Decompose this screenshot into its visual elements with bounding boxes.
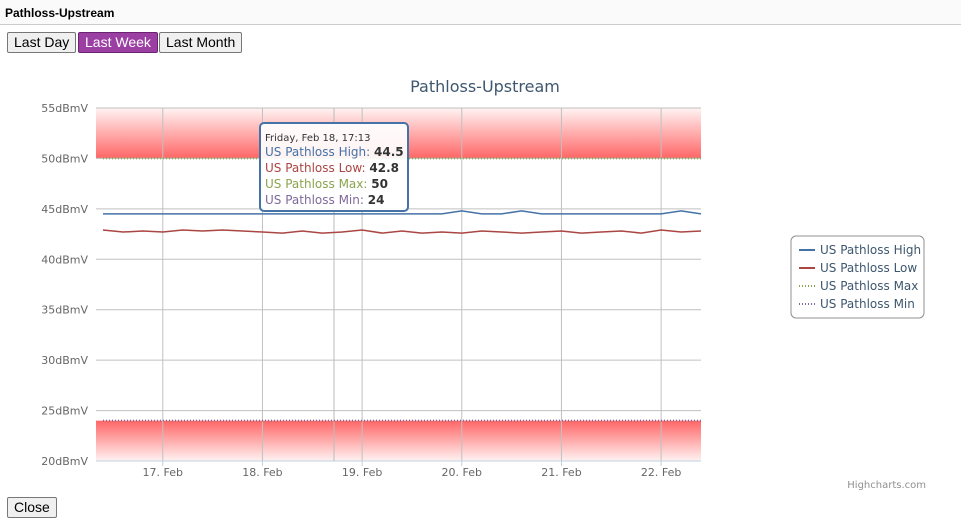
legend-label: US Pathloss High <box>820 243 921 257</box>
tooltip-date: Friday, Feb 18, 17:13 <box>265 133 370 144</box>
y-tick-label: 50dBmV <box>41 152 88 165</box>
x-tick-label: 19. Feb <box>342 466 382 479</box>
legend-box <box>790 235 925 319</box>
y-tick-label: 20dBmV <box>41 455 88 468</box>
chart-title: Pathloss-Upstream <box>410 77 560 96</box>
legend: US Pathloss High US Pathloss Low US Pathlo… <box>790 235 925 319</box>
plot-band <box>96 420 701 461</box>
tooltip-sep: : <box>360 193 368 207</box>
tooltip-sep: : <box>362 161 370 175</box>
series-line <box>102 210 702 215</box>
window-title: Pathloss-Upstream <box>0 0 961 25</box>
tooltip-sep: : <box>363 177 371 191</box>
tooltip-name: US Pathloss Max <box>265 177 363 191</box>
y-tick-label: 35dBmV <box>41 304 88 317</box>
range-button[interactable]: Last Week <box>78 32 158 53</box>
tooltip-sep: : <box>366 145 374 159</box>
tooltip-box <box>259 122 409 212</box>
x-tick-label: 22. Feb <box>641 466 681 479</box>
x-tick-label: 17. Feb <box>143 466 183 479</box>
tooltip-value: 44.5 <box>374 145 404 159</box>
series-line <box>102 229 702 234</box>
tooltip-value: 50 <box>371 177 388 191</box>
tooltip-row: US Pathloss Low: 42.8 <box>265 161 399 175</box>
tooltip-name: US Pathloss Min <box>265 193 360 207</box>
x-tick-label: 18. Feb <box>242 466 282 479</box>
y-tick-label: 55dBmV <box>41 102 88 115</box>
x-tick-label: 21. Feb <box>541 466 581 479</box>
chart: Pathloss-Upstream 20dBmV 25dBmV 30dBmV 35dBm… <box>41 77 926 491</box>
tooltip-row: US Pathloss Max: 50 <box>265 177 388 191</box>
tooltip-name: US Pathloss High <box>265 145 366 159</box>
tooltip-row: US Pathloss Min: 24 <box>265 193 384 207</box>
tooltip-value: 24 <box>368 193 385 207</box>
y-tick-label: 40dBmV <box>41 253 88 266</box>
legend-label: US Pathloss Min <box>820 297 915 311</box>
y-tick-label: 25dBmV <box>41 405 88 418</box>
y-tick-label: 45dBmV <box>41 203 88 216</box>
range-button[interactable]: Last Month <box>159 32 243 53</box>
range-button[interactable]: Last Day <box>7 32 77 53</box>
y-tick-label: 30dBmV <box>41 354 88 367</box>
legend-label: US Pathloss Low <box>820 261 917 275</box>
credit: Highcharts.com <box>847 480 926 491</box>
close-button[interactable]: Close <box>7 497 57 518</box>
legend-label: US Pathloss Max <box>820 279 918 293</box>
tooltip-value: 42.8 <box>369 161 399 175</box>
x-tick-label: 20. Feb <box>442 466 482 479</box>
tooltip-row: US Pathloss High: 44.5 <box>265 145 404 159</box>
tooltip-name: US Pathloss Low <box>265 161 362 175</box>
